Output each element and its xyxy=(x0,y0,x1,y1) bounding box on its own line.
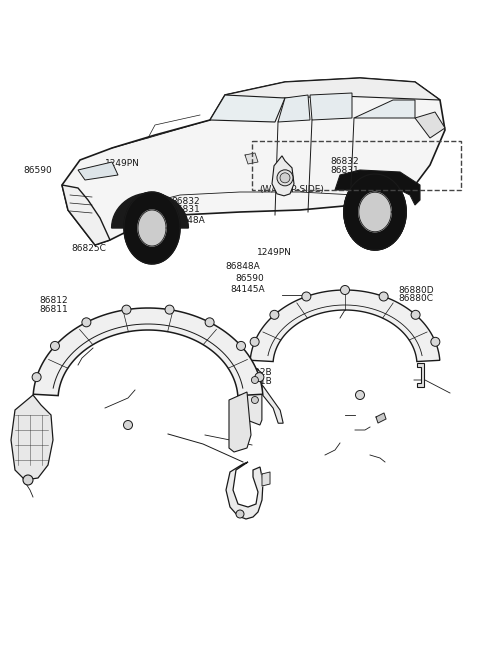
Polygon shape xyxy=(228,368,283,423)
Circle shape xyxy=(236,510,244,518)
Circle shape xyxy=(237,341,246,350)
Circle shape xyxy=(411,310,420,320)
Text: 86590: 86590 xyxy=(23,166,52,175)
Circle shape xyxy=(356,390,364,400)
Polygon shape xyxy=(11,395,53,480)
Circle shape xyxy=(379,292,388,301)
Polygon shape xyxy=(245,153,258,164)
Circle shape xyxy=(280,173,290,183)
Circle shape xyxy=(122,305,131,314)
Circle shape xyxy=(252,377,258,383)
Text: 86812: 86812 xyxy=(39,296,68,305)
Polygon shape xyxy=(376,413,386,423)
Circle shape xyxy=(82,318,91,327)
Circle shape xyxy=(205,318,214,327)
Circle shape xyxy=(302,292,311,301)
Polygon shape xyxy=(262,472,270,486)
Text: 86848A: 86848A xyxy=(226,262,260,271)
Circle shape xyxy=(255,373,264,382)
Circle shape xyxy=(32,373,41,382)
Circle shape xyxy=(252,396,258,403)
Text: 86880C: 86880C xyxy=(398,294,433,303)
Polygon shape xyxy=(124,192,180,264)
Text: 86825C: 86825C xyxy=(71,244,106,253)
Text: (W/STEP-SIDE): (W/STEP-SIDE) xyxy=(259,185,324,195)
Text: 86848A: 86848A xyxy=(170,216,205,225)
Polygon shape xyxy=(210,95,285,122)
Text: 86821B: 86821B xyxy=(238,377,272,386)
Polygon shape xyxy=(310,93,352,120)
Text: 1249PN: 1249PN xyxy=(105,159,140,168)
Polygon shape xyxy=(226,462,263,519)
Text: 86811: 86811 xyxy=(39,305,68,314)
Polygon shape xyxy=(62,78,445,245)
Polygon shape xyxy=(247,365,262,425)
Text: 86880D: 86880D xyxy=(398,286,434,295)
Polygon shape xyxy=(78,162,118,180)
Polygon shape xyxy=(354,100,415,118)
Circle shape xyxy=(277,170,293,186)
Polygon shape xyxy=(335,170,420,205)
Polygon shape xyxy=(344,174,406,250)
Text: 1249PN: 1249PN xyxy=(257,248,292,257)
Text: 86832: 86832 xyxy=(172,196,201,206)
Circle shape xyxy=(165,305,174,314)
Circle shape xyxy=(270,310,279,320)
Polygon shape xyxy=(225,78,440,108)
Circle shape xyxy=(50,341,60,350)
Polygon shape xyxy=(344,174,406,250)
Bar xyxy=(252,141,461,190)
Polygon shape xyxy=(33,308,263,396)
Polygon shape xyxy=(229,392,251,452)
Text: 84145A: 84145A xyxy=(230,285,265,294)
Polygon shape xyxy=(138,210,166,246)
Circle shape xyxy=(123,421,132,430)
Circle shape xyxy=(23,475,33,485)
Text: 86831: 86831 xyxy=(330,166,359,175)
Polygon shape xyxy=(111,193,188,228)
Polygon shape xyxy=(417,363,423,387)
Polygon shape xyxy=(278,95,310,122)
Text: 86832: 86832 xyxy=(330,157,359,166)
Polygon shape xyxy=(250,290,440,362)
Polygon shape xyxy=(359,193,391,232)
Circle shape xyxy=(250,337,259,346)
Circle shape xyxy=(340,286,349,295)
Polygon shape xyxy=(62,185,110,245)
Polygon shape xyxy=(415,112,445,138)
Text: 86590: 86590 xyxy=(235,274,264,284)
Circle shape xyxy=(431,337,440,346)
Polygon shape xyxy=(272,156,294,196)
Text: 86831: 86831 xyxy=(172,205,201,214)
Text: 86822B: 86822B xyxy=(238,368,272,377)
